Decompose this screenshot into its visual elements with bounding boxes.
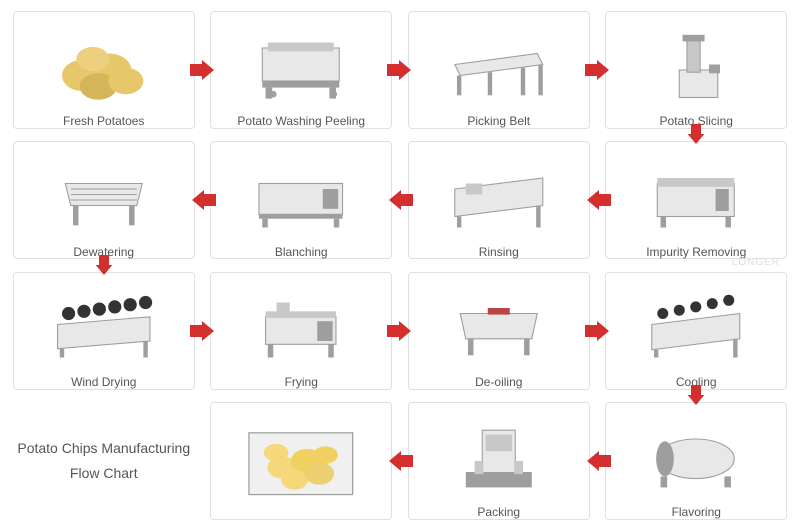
step-washing-peeling: Potato Washing Peeling	[210, 11, 392, 129]
arrow-left-icon	[192, 190, 216, 210]
arrow-right-icon	[190, 60, 214, 80]
arrow-right-icon	[585, 60, 609, 80]
fresh-potatoes-icon	[18, 16, 190, 112]
step-dewatering: Dewatering	[13, 141, 195, 259]
flavoring-label: Flavoring	[672, 503, 721, 521]
picking-belt-icon	[413, 16, 585, 112]
title-line-2: Flow Chart	[70, 461, 138, 486]
step-de-oiling: De-oiling	[408, 272, 590, 390]
picking-belt-label: Picking Belt	[467, 112, 530, 130]
arrow-left-icon	[587, 190, 611, 210]
step-impurity-removing: Impurity Removing	[605, 141, 787, 259]
packing-label: Packing	[477, 503, 520, 521]
rinsing-label: Rinsing	[479, 243, 519, 261]
frying-icon	[215, 277, 387, 373]
flavoring-icon	[610, 407, 782, 503]
step-wind-drying: Wind Drying	[13, 272, 195, 390]
finished-icon	[215, 407, 387, 515]
step-rinsing: Rinsing	[408, 141, 590, 259]
arrow-right-icon	[387, 60, 411, 80]
impurity-removing-icon	[610, 146, 782, 242]
arrow-down-icon	[92, 255, 116, 275]
step-potato-slicing: Potato Slicing	[605, 11, 787, 129]
rinsing-icon	[413, 146, 585, 242]
arrow-right-icon	[190, 321, 214, 341]
blanching-icon	[215, 146, 387, 242]
step-frying: Frying	[210, 272, 392, 390]
step-blanching: Blanching	[210, 141, 392, 259]
arrow-down-icon	[684, 385, 708, 405]
cooling-icon	[610, 277, 782, 373]
step-flavoring: Flavoring	[605, 402, 787, 520]
flowchart-grid: Fresh Potatoes Potato Washing Peeling Pick…	[0, 0, 800, 508]
dewatering-icon	[18, 146, 190, 242]
packing-icon	[413, 407, 585, 503]
arrow-down-icon	[684, 124, 708, 144]
fresh-potatoes-label: Fresh Potatoes	[63, 112, 144, 130]
frying-label: Frying	[285, 373, 318, 391]
title-line-1: Potato Chips Manufacturing	[17, 436, 190, 461]
wind-drying-label: Wind Drying	[71, 373, 136, 391]
arrow-left-icon	[587, 451, 611, 471]
step-cooling: Cooling	[605, 272, 787, 390]
blanching-label: Blanching	[275, 243, 328, 261]
watermark: LONGER	[732, 257, 780, 268]
wind-drying-icon	[18, 277, 190, 373]
arrow-right-icon	[387, 321, 411, 341]
step-packing: Packing	[408, 402, 590, 520]
step-picking-belt: Picking Belt	[408, 11, 590, 129]
step-finished	[210, 402, 392, 520]
arrow-left-icon	[389, 190, 413, 210]
arrow-left-icon	[389, 451, 413, 471]
de-oiling-icon	[413, 277, 585, 373]
potato-slicing-icon	[610, 16, 782, 112]
washing-peeling-label: Potato Washing Peeling	[237, 112, 365, 130]
step-fresh-potatoes: Fresh Potatoes	[13, 11, 195, 129]
arrow-right-icon	[585, 321, 609, 341]
washing-peeling-icon	[215, 16, 387, 112]
de-oiling-label: De-oiling	[475, 373, 522, 391]
flowchart-title: Potato Chips ManufacturingFlow Chart	[8, 399, 200, 523]
